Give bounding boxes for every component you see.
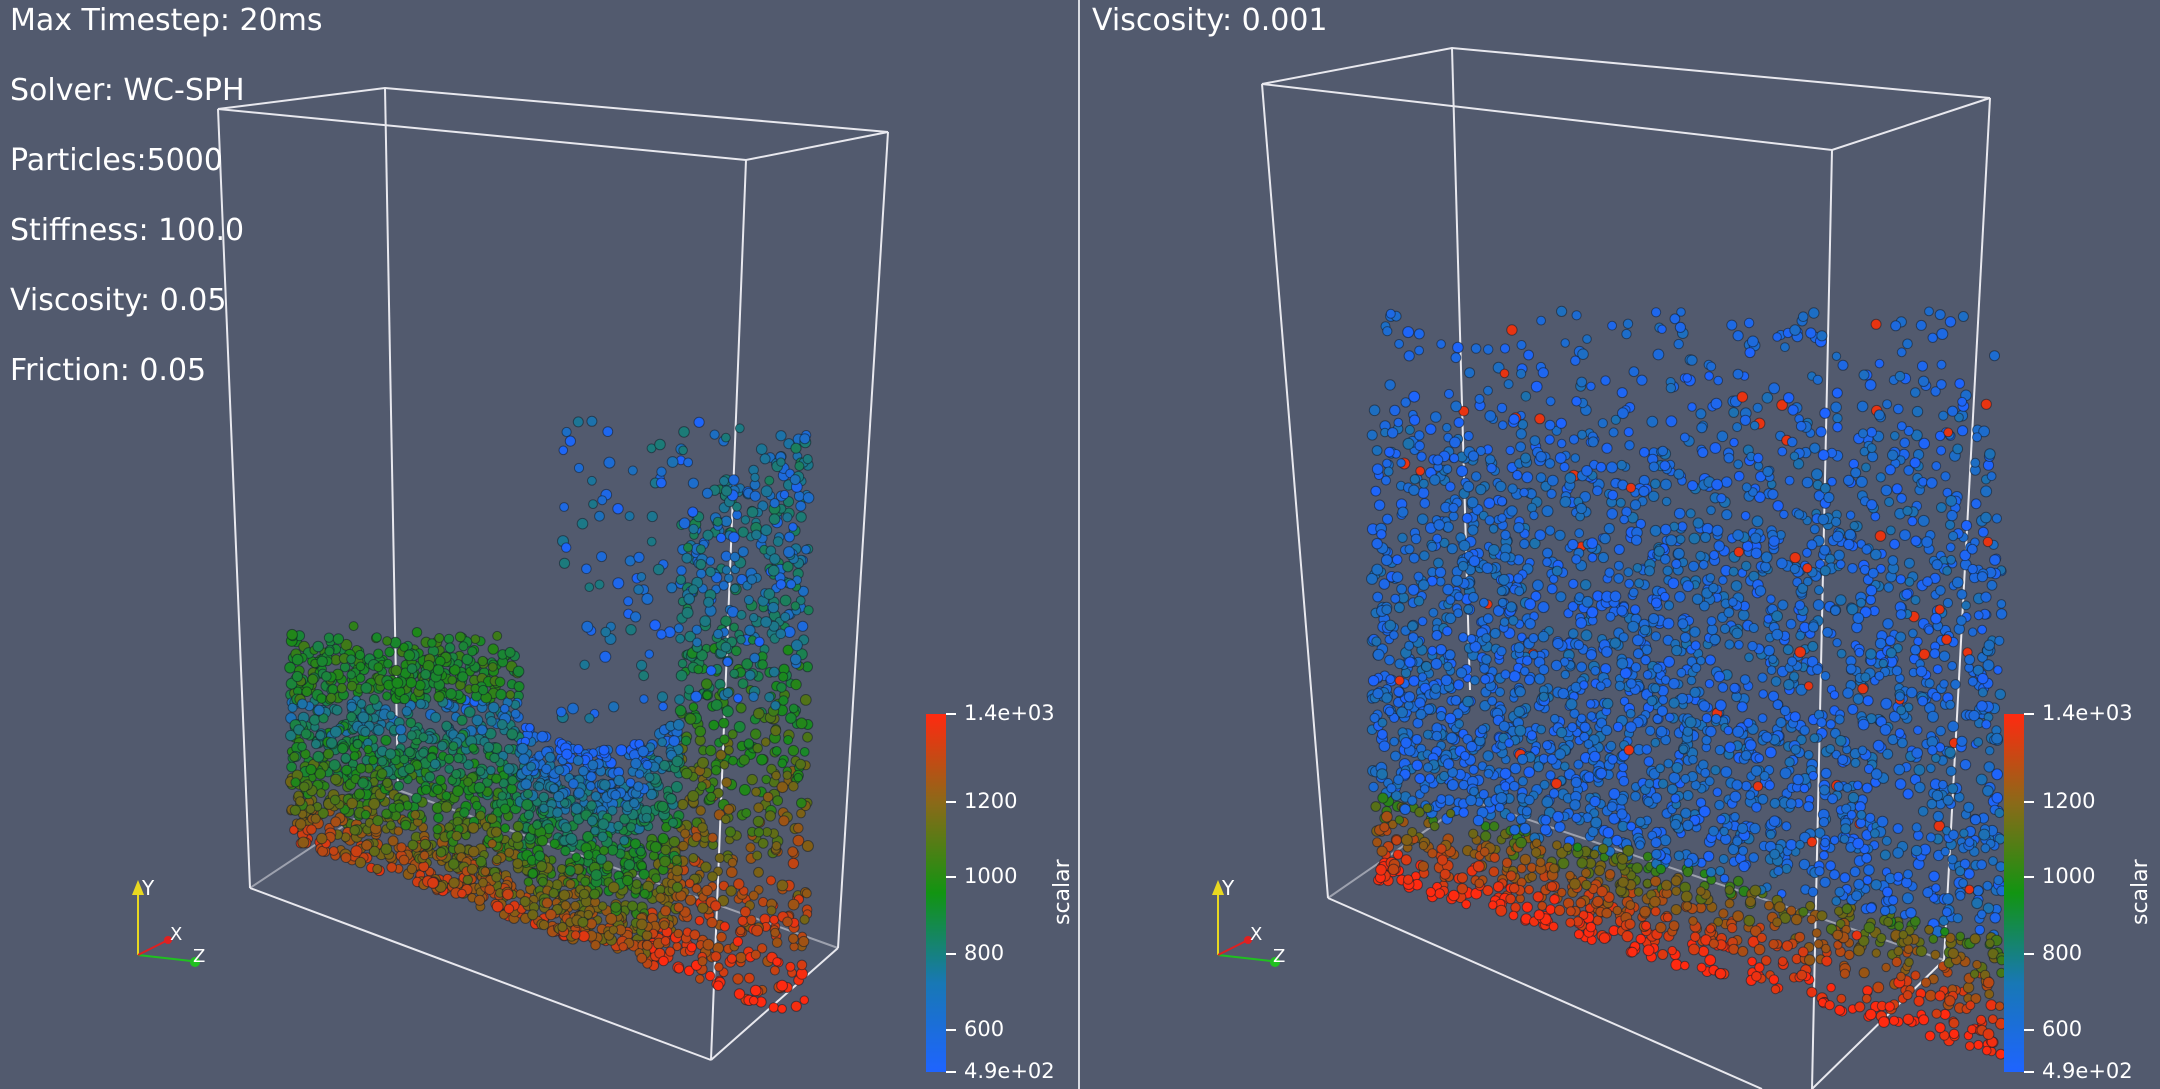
render-view-right[interactable]: Y X Z Viscosity: 0.001 1.4e+03 1200 1000… (1082, 0, 2160, 1089)
axis-x-label: X (170, 924, 182, 945)
info-panel-left: Max Timestep: 20ms Solver: WC-SPH Partic… (10, 6, 323, 426)
colorbar-right (2004, 713, 2034, 1073)
axis-y-label: Y (1221, 876, 1235, 900)
axis-x-label: X (1250, 924, 1262, 945)
colorbar-tick-600: 600 (2042, 1017, 2083, 1041)
colorbar-tick-1000: 1000 (2042, 864, 2096, 888)
info-viscosity: Viscosity: 0.05 (10, 283, 227, 318)
colorbar-tick-max: 1.4e+03 (2042, 701, 2133, 725)
axis-z-label: Z (193, 946, 205, 967)
orientation-axes-right: Y X Z (1212, 876, 1285, 967)
colorbar-tick-600: 600 (964, 1017, 1005, 1041)
colorbar-tick-1200: 1200 (2042, 789, 2096, 813)
axis-y-label: Y (141, 876, 155, 900)
info-panel-right: Viscosity: 0.001 (1092, 6, 1328, 76)
colorbar-tick-min: 4.9e+02 (2042, 1059, 2133, 1083)
info-max-timestep: Max Timestep: 20ms (10, 3, 323, 38)
view-divider[interactable] (1078, 0, 1082, 1089)
colorbar-tick-1000: 1000 (964, 864, 1018, 888)
colorbar-title-left: scalar (1050, 859, 1075, 925)
colorbar-tick-800: 800 (2042, 941, 2083, 965)
render-view-left[interactable]: Y X Z Max Timestep: 20ms Solver: WC-SPH (0, 0, 1078, 1089)
colorbar-tick-max: 1.4e+03 (964, 701, 1055, 725)
colorbar-left (926, 713, 956, 1073)
info-viscosity: Viscosity: 0.001 (1092, 3, 1328, 38)
axis-z-label: Z (1273, 946, 1285, 967)
colorbar-title-right: scalar (2128, 859, 2153, 925)
info-solver: Solver: WC-SPH (10, 73, 245, 108)
particle-cloud-left (284, 415, 815, 1014)
scene-canvas-right[interactable]: Y X Z (1082, 0, 2160, 1089)
orientation-axes-left: Y X Z (132, 876, 205, 967)
particle-cloud-right (1366, 305, 2008, 1060)
info-particles: Particles:5000 (10, 143, 223, 178)
colorbar-tick-1200: 1200 (964, 789, 1018, 813)
info-friction: Friction: 0.05 (10, 353, 207, 388)
colorbar-tick-min: 4.9e+02 (964, 1059, 1055, 1083)
colorbar-tick-800: 800 (964, 941, 1005, 965)
info-stiffness: Stiffness: 100.0 (10, 213, 245, 248)
scene-canvas-left[interactable]: Y X Z (0, 0, 1078, 1089)
